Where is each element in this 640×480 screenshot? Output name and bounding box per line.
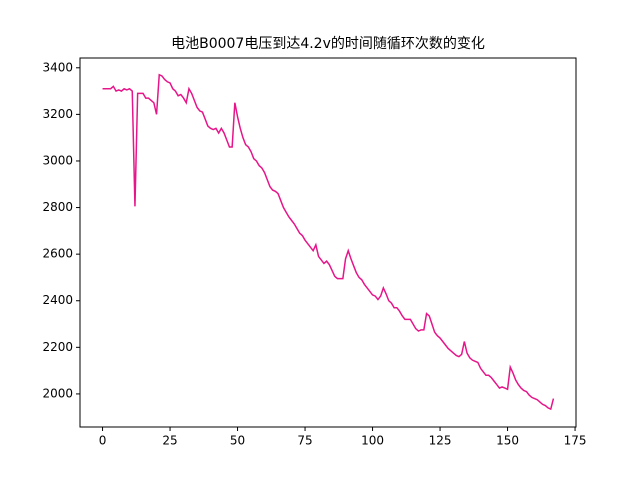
x-tick-label: 150 [496,434,519,448]
y-tick-label: 2800 [42,200,73,214]
plot-frame [79,57,577,428]
y-tick-label: 3000 [42,153,73,167]
y-tick-label: 2000 [42,386,73,400]
x-tick-label: 75 [297,434,312,448]
y-tick-label: 2600 [42,247,73,261]
x-tick-label: 0 [99,434,107,448]
y-tick-label: 3400 [42,60,73,74]
data-line [102,73,555,411]
chart-title: 电池B0007电压到达4.2v的时间随循环次数的变化 [171,36,485,52]
x-tick-label: 175 [564,434,587,448]
x-tick-label: 50 [230,434,245,448]
y-tick-label: 2200 [42,340,73,354]
x-tick-label: 100 [361,434,384,448]
x-tick-label: 125 [429,434,452,448]
x-tick-label: 25 [162,434,177,448]
y-tick-label: 2400 [42,293,73,307]
y-tick-label: 3200 [42,107,73,121]
